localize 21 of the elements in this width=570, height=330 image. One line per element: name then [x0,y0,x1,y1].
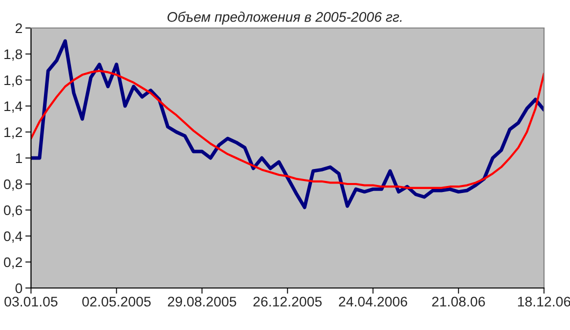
x-tick-label: 21.08.06 [432,296,485,307]
x-tick-label: 26.12.2005 [253,296,322,307]
x-tick-label: 29.08.2005 [168,296,236,307]
line-series [31,39,544,210]
y-tick-label: 1,4 [4,101,22,113]
y-tick-label: 0,6 [4,205,22,217]
line-series [31,70,544,189]
y-tick-label: 2 [16,23,22,34]
y-tick-label: 1 [16,153,22,164]
x-tick-label: 24.04.2006 [338,296,408,307]
y-tick-label: 0,8 [4,179,22,191]
y-tick-label: 1,8 [4,49,22,61]
y-tick-label: 0 [15,283,22,294]
y-tick-label: 0,4 [4,231,22,243]
y-tick-label: 1,2 [4,127,22,139]
x-tick-label: 03.01.05 [4,296,58,307]
chart-title: Объем предложения в 2005-2006 гг. [168,12,402,25]
x-tick-label: 02.05.2005 [82,296,151,307]
y-tick-label: 0,2 [4,257,22,269]
x-tick-label: 18.12.06 [518,296,570,307]
y-tick-label: 1,6 [4,75,22,87]
